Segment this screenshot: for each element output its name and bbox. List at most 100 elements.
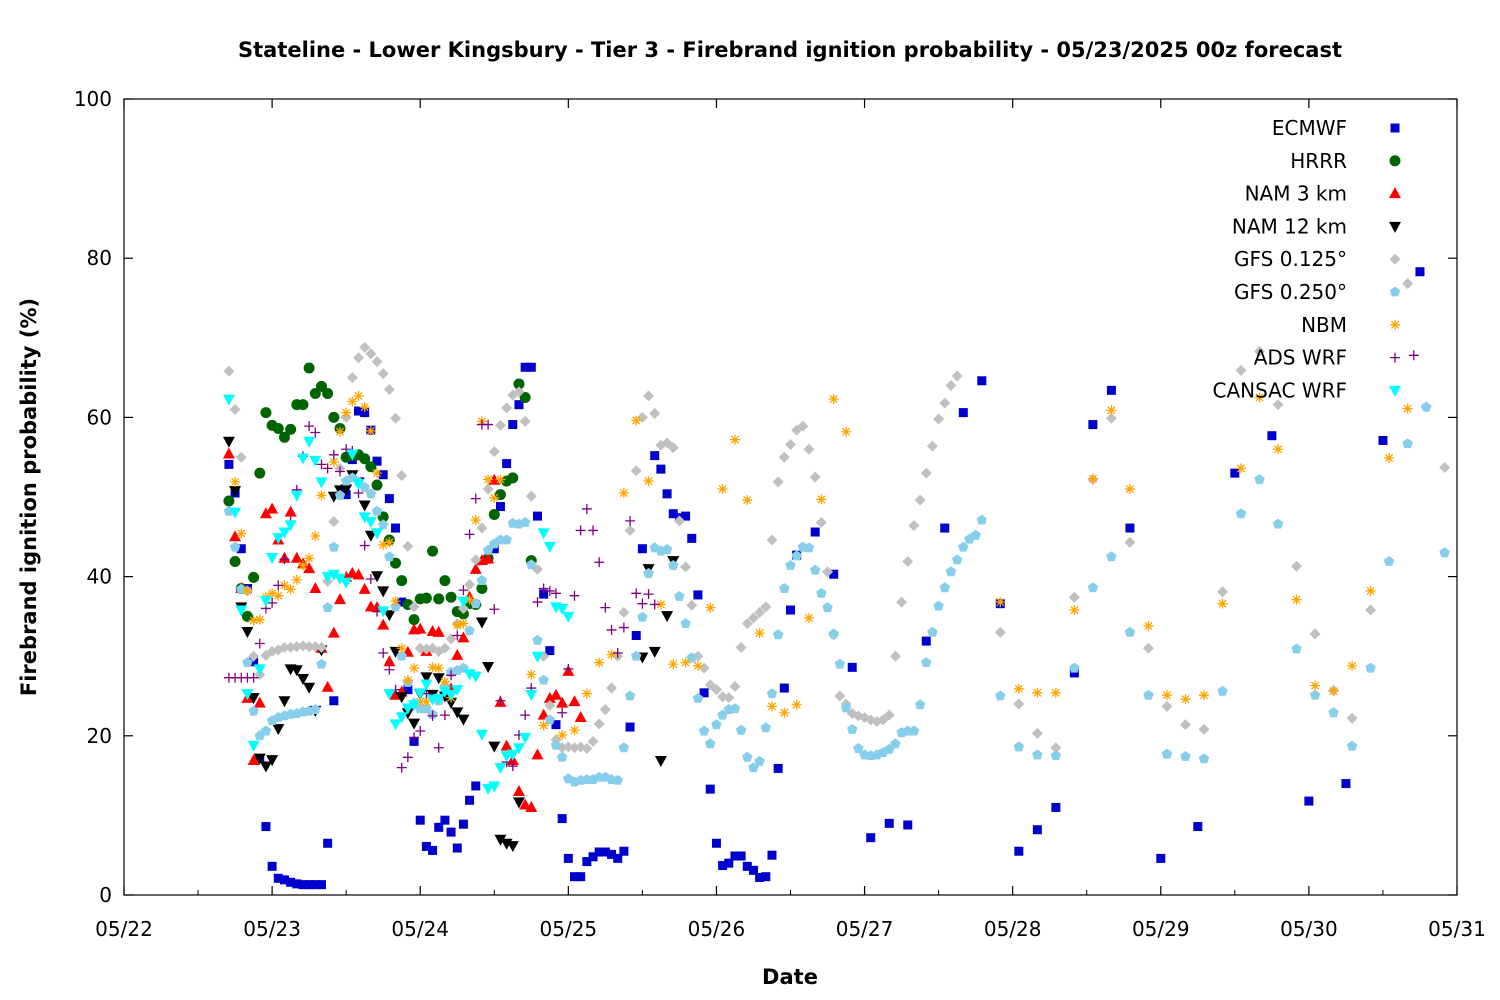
data-point xyxy=(705,602,716,613)
data-point xyxy=(291,574,302,585)
data-point xyxy=(241,610,253,622)
data-point xyxy=(371,479,383,491)
data-point xyxy=(525,689,538,701)
data-point xyxy=(427,545,439,557)
data-point xyxy=(390,412,402,424)
data-point xyxy=(377,606,390,618)
data-point xyxy=(333,573,346,585)
data-point xyxy=(358,512,371,524)
data-point xyxy=(569,590,580,601)
data-point xyxy=(810,564,821,575)
data-point xyxy=(532,511,542,521)
data-point xyxy=(791,550,802,561)
data-point xyxy=(494,419,506,431)
data-point xyxy=(273,590,284,601)
data-point xyxy=(538,583,549,594)
data-point xyxy=(236,544,246,554)
data-point xyxy=(519,392,531,403)
data-point xyxy=(476,522,488,534)
data-point xyxy=(847,662,857,672)
data-point xyxy=(259,595,272,607)
data-point xyxy=(242,657,253,667)
data-point xyxy=(334,426,345,437)
data-point xyxy=(458,819,468,829)
data-point xyxy=(618,606,630,618)
data-point xyxy=(383,655,396,667)
data-point xyxy=(328,449,339,460)
data-point xyxy=(365,425,376,436)
data-point xyxy=(421,841,431,851)
data-point xyxy=(1198,690,1209,701)
data-point xyxy=(427,710,438,721)
data-point xyxy=(687,533,697,543)
data-point xyxy=(272,724,285,736)
data-point xyxy=(563,663,574,674)
data-point xyxy=(921,657,932,667)
data-point xyxy=(1365,585,1376,596)
data-point xyxy=(365,573,376,584)
data-point xyxy=(1143,689,1154,700)
data-point xyxy=(730,851,740,861)
data-point xyxy=(409,663,420,674)
data-point xyxy=(656,464,666,474)
data-point xyxy=(495,695,506,706)
data-point xyxy=(253,753,266,765)
data-point xyxy=(476,575,488,585)
data-point xyxy=(581,688,592,699)
data-point xyxy=(273,580,284,591)
data-point xyxy=(643,567,654,578)
data-point xyxy=(1050,687,1061,698)
data-point xyxy=(815,516,827,528)
data-point xyxy=(631,588,642,599)
data-point xyxy=(452,843,462,853)
data-point xyxy=(371,356,383,368)
data-point xyxy=(1254,474,1265,484)
data-point xyxy=(761,872,771,882)
data-point xyxy=(489,492,500,503)
data-point xyxy=(618,488,629,499)
data-point xyxy=(278,431,290,443)
legend-marker xyxy=(1389,187,1401,199)
data-point xyxy=(359,540,370,551)
data-point xyxy=(378,648,389,659)
data-point xyxy=(1069,668,1079,678)
data-point xyxy=(259,761,272,773)
data-point xyxy=(1142,642,1154,654)
data-point xyxy=(693,590,703,600)
data-point xyxy=(372,456,382,466)
data-point xyxy=(489,604,500,615)
data-point xyxy=(476,583,488,595)
data-point xyxy=(1124,626,1136,637)
data-point xyxy=(296,453,309,465)
data-point xyxy=(680,618,691,628)
data-point xyxy=(1291,643,1302,654)
data-point xyxy=(1069,662,1080,673)
data-point xyxy=(1179,719,1191,731)
data-point xyxy=(809,471,821,483)
data-point xyxy=(619,846,629,856)
data-point xyxy=(451,685,464,697)
data-point xyxy=(266,502,279,514)
data-point xyxy=(452,620,463,631)
data-point xyxy=(779,683,789,693)
data-point xyxy=(556,696,569,708)
data-point xyxy=(309,455,322,467)
data-point xyxy=(396,643,407,654)
y-tick-label: 0 xyxy=(99,883,112,907)
data-point xyxy=(889,650,901,662)
data-point xyxy=(1328,686,1339,697)
data-point xyxy=(290,551,303,563)
data-point xyxy=(488,781,501,793)
data-point xyxy=(297,560,308,571)
data-point xyxy=(772,629,784,640)
data-point xyxy=(890,738,901,749)
data-point xyxy=(786,605,795,615)
data-point xyxy=(562,611,575,623)
data-point xyxy=(267,588,278,599)
data-point xyxy=(1291,560,1303,572)
data-point xyxy=(254,614,265,625)
data-point xyxy=(668,560,679,570)
data-point xyxy=(643,390,655,402)
data-point xyxy=(464,594,475,605)
data-point xyxy=(1309,689,1321,700)
